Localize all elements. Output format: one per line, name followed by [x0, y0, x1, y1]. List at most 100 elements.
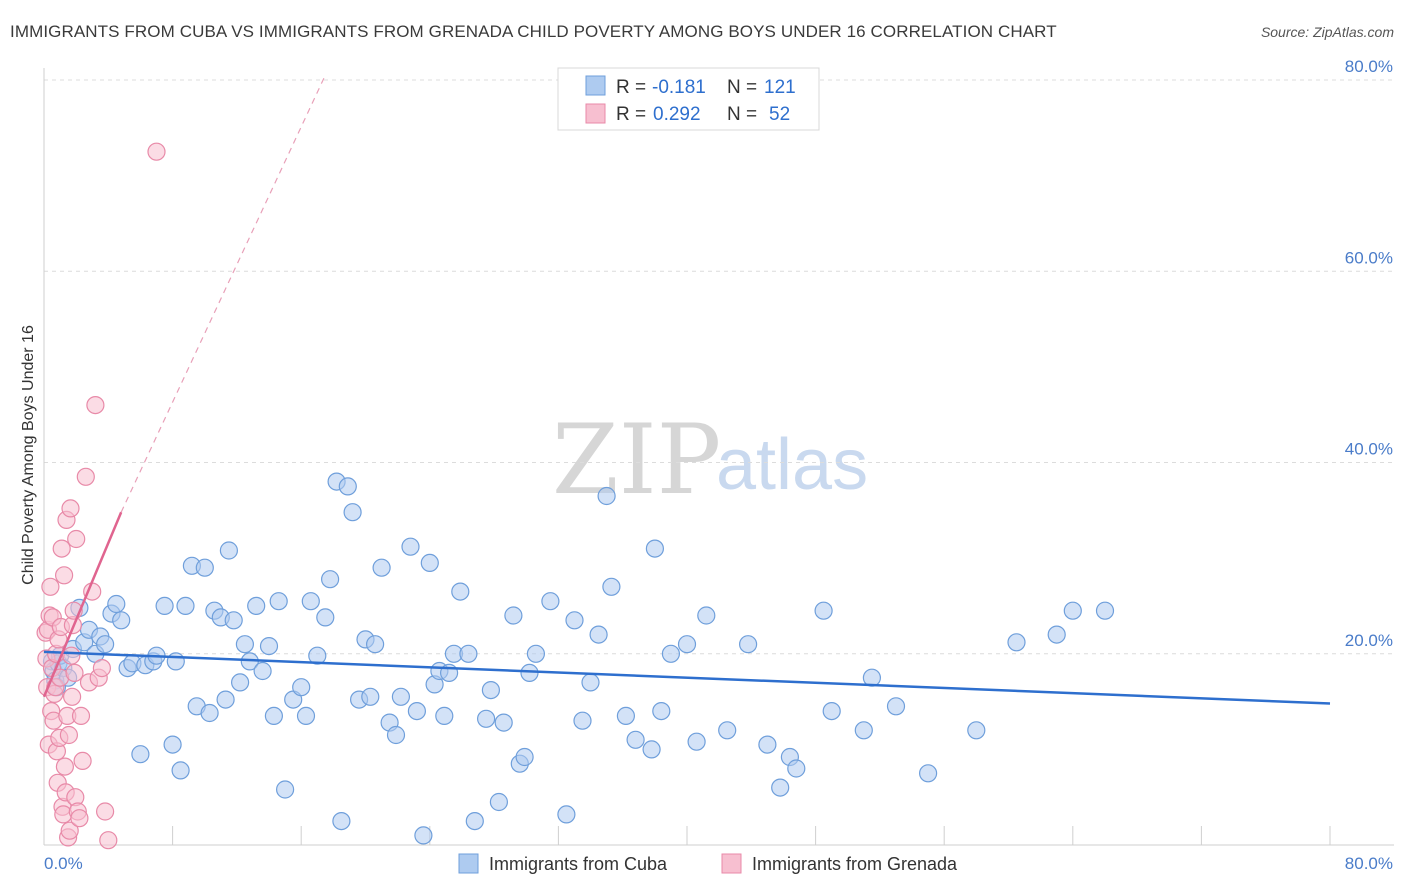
legend-cuba-r-label: R =: [616, 77, 646, 98]
cuba-point: [652, 701, 671, 721]
cuba-point: [296, 706, 316, 726]
cuba-point: [465, 811, 484, 831]
y-tick-label: 60.0%: [1345, 248, 1393, 267]
watermark-atlas: atlas: [716, 425, 868, 505]
cuba-point: [420, 553, 439, 573]
y-tick-label: 20.0%: [1345, 631, 1393, 650]
cuba-point: [332, 811, 351, 831]
cuba-point: [1063, 601, 1082, 620]
grenada-point: [62, 646, 81, 665]
cuba-point: [316, 608, 335, 627]
bottom-legend-grenada-label: Immigrants from Grenada: [752, 854, 958, 874]
bottom-legend-grenada-swatch: [721, 853, 742, 874]
cuba-point: [107, 594, 126, 614]
cuba-point: [822, 701, 841, 721]
cuba-point: [361, 687, 380, 706]
bottom-legend-cuba-swatch: [458, 853, 479, 874]
cuba-point: [401, 537, 420, 556]
trend-lines: [42, 74, 1331, 705]
x-tick-label-max: 80.0%: [1345, 854, 1393, 873]
cuba-point: [481, 680, 500, 700]
grenada-point: [71, 706, 91, 726]
chart-title: IMMIGRANTS FROM CUBA VS IMMIGRANTS FROM …: [10, 22, 1057, 41]
cuba-point: [1095, 601, 1115, 620]
legend-grenada-swatch: [585, 103, 606, 124]
grenada-point: [65, 663, 84, 683]
grenada-trend-line: [42, 511, 123, 698]
cuba-point: [224, 611, 243, 630]
cuba-point: [526, 644, 546, 663]
grenada-point: [147, 142, 166, 161]
cuba-point: [372, 558, 391, 577]
cuba-point: [171, 761, 190, 780]
grenada-point: [61, 499, 80, 518]
y-axis-label: Child Poverty Among Boys Under 16: [20, 325, 37, 585]
y-tick-label: 80.0%: [1345, 57, 1393, 76]
cuba-point: [235, 635, 254, 654]
cuba-trend-line: [43, 650, 1331, 705]
cuba-point: [338, 477, 357, 496]
cuba-point: [276, 780, 295, 799]
legend-grenada-r-value: 0.292: [653, 104, 701, 125]
cuba-point: [642, 740, 661, 759]
cuba-point: [343, 503, 362, 522]
cuba-point: [918, 764, 938, 783]
cuba-point: [589, 625, 608, 644]
cuba-point: [687, 732, 706, 751]
cuba-point: [677, 635, 697, 654]
cuba-point: [414, 826, 433, 845]
cuba-point: [231, 673, 250, 692]
legend-cuba-swatch: [585, 75, 606, 96]
cuba-point: [520, 663, 539, 683]
grid: [44, 79, 1394, 655]
cuba-point: [967, 721, 986, 740]
cuba-point: [494, 713, 513, 732]
cuba-point: [163, 735, 182, 754]
cuba-point: [386, 725, 406, 745]
series-legend: Immigrants from Cuba Immigrants from Gre…: [458, 853, 958, 874]
cuba-point: [435, 706, 454, 726]
cuba-point: [738, 635, 758, 654]
grenada-trend-extension: [120, 74, 326, 513]
legend-grenada-r-label: R =: [616, 104, 646, 125]
cuba-point: [219, 541, 238, 560]
grenada-point: [54, 566, 74, 585]
cuba-point: [541, 592, 560, 611]
cuba-point: [155, 596, 174, 616]
cuba-point: [95, 635, 115, 654]
cuba-point: [451, 582, 470, 601]
grenada-point: [67, 529, 86, 549]
legend-grenada-n-value: 52: [769, 104, 790, 125]
grenada-point: [99, 831, 118, 850]
grenada-point: [60, 821, 79, 840]
cuba-point: [264, 706, 283, 726]
cuba-point: [166, 652, 185, 671]
cuba-point: [602, 577, 621, 596]
cuba-point: [616, 706, 636, 726]
cuba-point: [661, 644, 681, 663]
grenada-point: [41, 577, 60, 596]
cuba-point: [200, 703, 219, 723]
cuba-point: [308, 646, 327, 665]
watermark-zip: ZIP: [552, 404, 721, 516]
cuba-point: [565, 611, 584, 630]
cuba-point: [176, 596, 195, 616]
legend-cuba-n-label: N =: [727, 77, 757, 98]
cuba-point: [321, 570, 340, 589]
grenada-point: [59, 725, 79, 745]
cuba-point: [131, 745, 150, 764]
grenada-point: [86, 396, 105, 415]
cuba-point: [216, 690, 235, 709]
cuba-point: [407, 701, 426, 721]
cuba-point: [597, 486, 616, 506]
cuba-point: [718, 721, 737, 740]
x-tick-label-min: 0.0%: [44, 854, 83, 873]
cuba-point: [581, 673, 600, 692]
tick-labels: 20.0% 40.0% 60.0% 80.0% 0.0% 80.0%: [44, 57, 1393, 873]
cuba-point: [459, 644, 478, 663]
cuba-point: [366, 635, 385, 654]
cuba-point: [557, 805, 576, 824]
cuba-point: [301, 592, 320, 611]
grenada-point: [92, 658, 112, 678]
cuba-point: [292, 678, 311, 697]
